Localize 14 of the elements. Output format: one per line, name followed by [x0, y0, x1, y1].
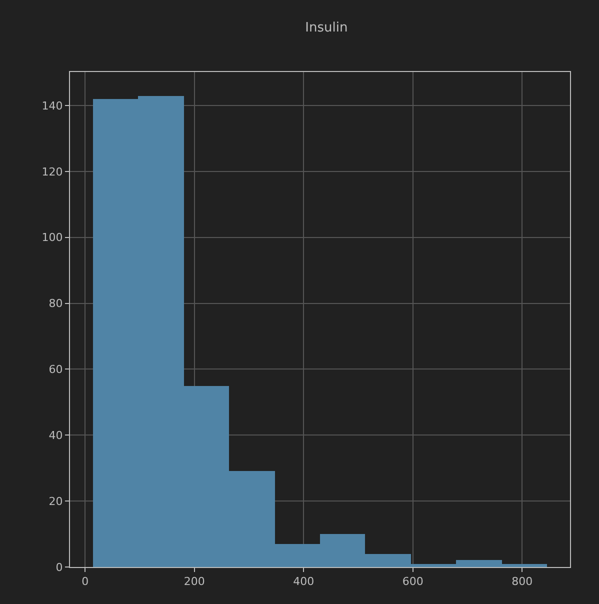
x-tick-label: 800 — [512, 575, 533, 588]
x-tick-label: 200 — [184, 575, 205, 588]
x-tick-label: 600 — [402, 575, 424, 588]
x-tick-label: 400 — [293, 575, 314, 588]
y-tick-label: 60 — [48, 363, 63, 376]
y-tick-label: 80 — [48, 297, 63, 310]
chart-title: Insulin — [305, 20, 348, 36]
x-tick-label: 0 — [82, 575, 89, 588]
y-tick-label: 140 — [42, 99, 63, 112]
y-tick-label: 120 — [42, 165, 63, 178]
y-tick-label: 100 — [42, 231, 63, 244]
y-tick-label: 20 — [48, 494, 63, 508]
y-tick-label: 40 — [48, 428, 63, 442]
y-tick-label: 0 — [56, 560, 63, 574]
